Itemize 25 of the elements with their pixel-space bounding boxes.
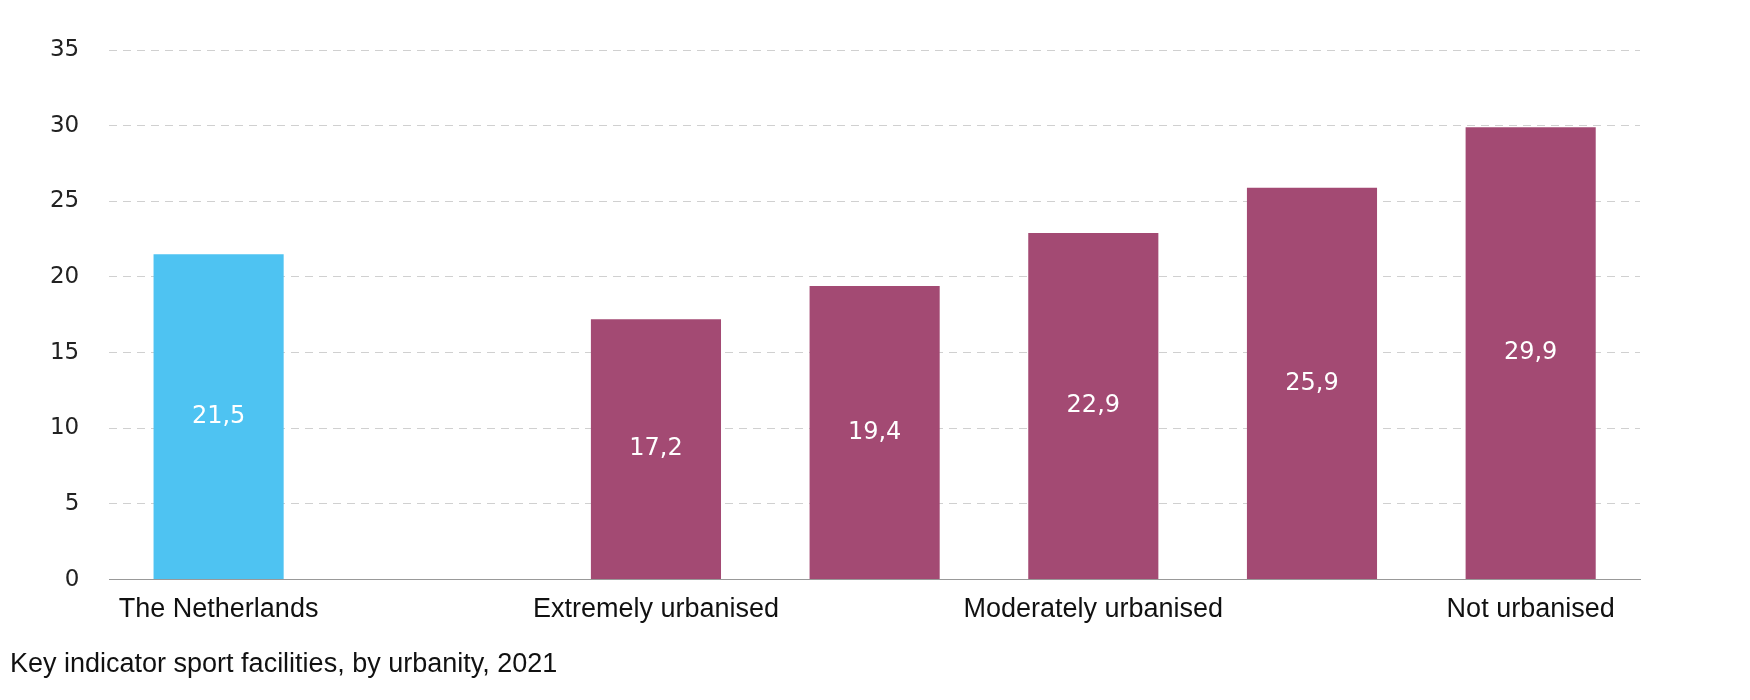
y-tick-label: 15	[49, 337, 80, 364]
data-label: 19,4	[847, 416, 902, 445]
bar	[590, 319, 722, 580]
data-label: 21,5	[191, 400, 246, 429]
bar	[1028, 233, 1159, 580]
x-tick-label: Not urbanised	[1446, 593, 1615, 624]
x-tick-label: Moderately urbanised	[963, 593, 1224, 624]
x-tick-label: The Netherlands	[118, 593, 319, 624]
y-tick-label: 30	[49, 110, 80, 137]
y-tick-label: 10	[49, 413, 80, 440]
x-tick-label: Extremely urbanised	[532, 593, 780, 624]
bar	[153, 254, 284, 580]
y-tick-label: 0	[64, 564, 80, 591]
data-label: 22,9	[1066, 390, 1121, 419]
text: Key indicator sport facilities, by urbanity, 2021	[10, 648, 558, 679]
bar	[1246, 187, 1378, 580]
data-label: 25,9	[1285, 367, 1339, 396]
bar	[1465, 127, 1596, 580]
data-label: 29,9	[1503, 337, 1558, 366]
bar	[809, 286, 940, 580]
y-tick-label: 35	[49, 34, 80, 61]
y-tick-label: 20	[49, 261, 80, 288]
y-tick-label: 5	[64, 488, 80, 515]
data-label: 17,2	[629, 433, 683, 462]
y-tick-label: 25	[49, 186, 80, 213]
